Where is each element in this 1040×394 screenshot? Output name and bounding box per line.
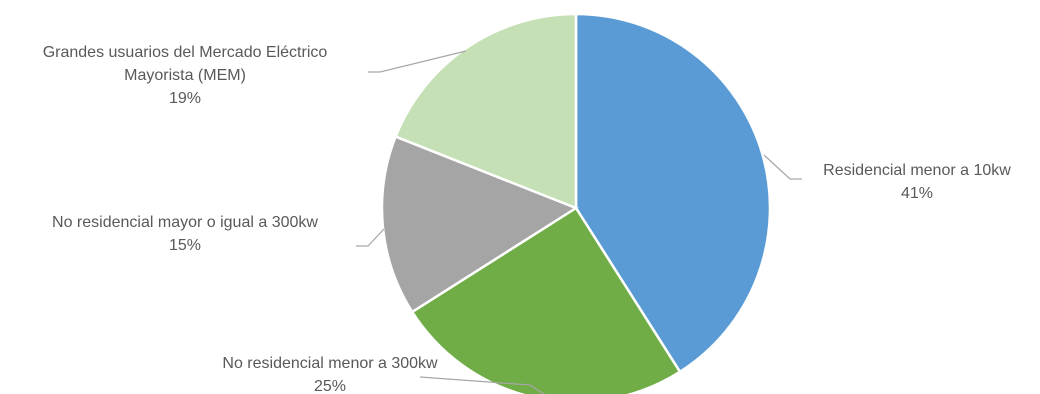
slice-value-label: 19% [169, 90, 201, 107]
pie-slice-no-residencial-menor-a-300kw [410, 206, 682, 394]
slice-value-label: 25% [314, 378, 346, 394]
slice-category-label: Grandes usuarios del Mercado Eléctrico [43, 44, 328, 61]
slice-label-no-residencial-menor-a-300kw: No residencial menor a 300kw 25% [222, 355, 438, 394]
leader-lines [356, 50, 802, 394]
slice-category-label: No residencial menor a 300kw [222, 355, 438, 372]
slice-label-residencial-menor-a-10kw: Residencial menor a 10kw 41% [823, 162, 1011, 202]
leader-line-residencial-menor-a-10kw [763, 154, 802, 180]
slice-label-grandes-usuarios-del-mercado-electrico-mayorista-mem: Grandes usuarios del Mercado Eléctrico Ma… [43, 44, 328, 107]
slice-value-label: 15% [169, 237, 201, 254]
pie-slices [380, 12, 772, 394]
slice-category-label: Mayorista (MEM) [124, 67, 246, 84]
slice-category-label: Residencial menor a 10kw [823, 162, 1011, 179]
pie-slice-no-residencial-mayor-o-igual-a-300kw [380, 134, 579, 314]
slice-value-label: 41% [901, 185, 933, 202]
leader-line-grandes-usuarios-del-mercado-electrico-mayorista-mem [368, 50, 467, 73]
pie-slice-grandes-usuarios-del-mercado-electrico-mayorista-mem [393, 12, 578, 210]
slice-label-no-residencial-mayor-o-igual-a-300kw: No residencial mayor o igual a 300kw 15% [52, 214, 318, 254]
leader-line-no-residencial-mayor-o-igual-a-300kw [356, 228, 385, 247]
leader-line-no-residencial-menor-a-300kw [419, 376, 545, 394]
slice-category-label: No residencial mayor o igual a 300kw [52, 214, 318, 231]
slice-labels: Residencial menor a 10kw 41% No residencia… [43, 44, 1012, 394]
